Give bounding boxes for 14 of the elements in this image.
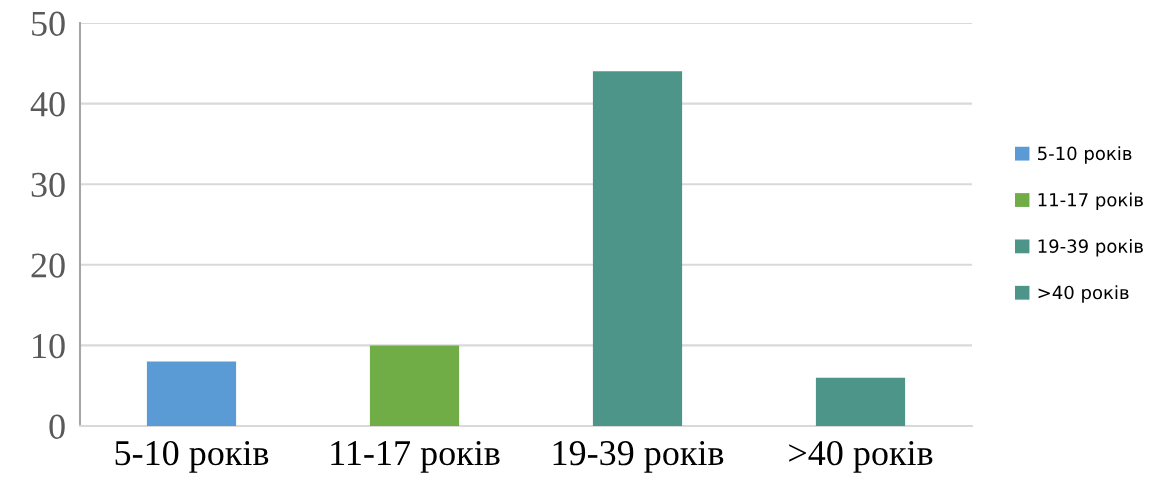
x-tick-label: 5-10 років bbox=[115, 440, 269, 473]
y-tick-label: 10 bbox=[33, 333, 65, 359]
legend-label: 19-39 років bbox=[1038, 238, 1143, 257]
legend-label: >40 років bbox=[1038, 285, 1129, 303]
y-tick-label: 50 bbox=[32, 11, 65, 36]
legend-label: 11-17 років bbox=[1038, 192, 1143, 211]
y-tick-label: 20 bbox=[31, 253, 65, 278]
y-tick-label: 0 bbox=[49, 414, 65, 439]
y-tick-label: 40 bbox=[30, 92, 65, 117]
legend-label: 5-10 років bbox=[1038, 146, 1132, 164]
x-tick-label: >40 років bbox=[789, 440, 933, 473]
x-tick-label: 19-39 років bbox=[553, 441, 724, 473]
x-tick-label: 11-17 років bbox=[331, 441, 500, 473]
y-tick-label: 30 bbox=[31, 172, 65, 198]
